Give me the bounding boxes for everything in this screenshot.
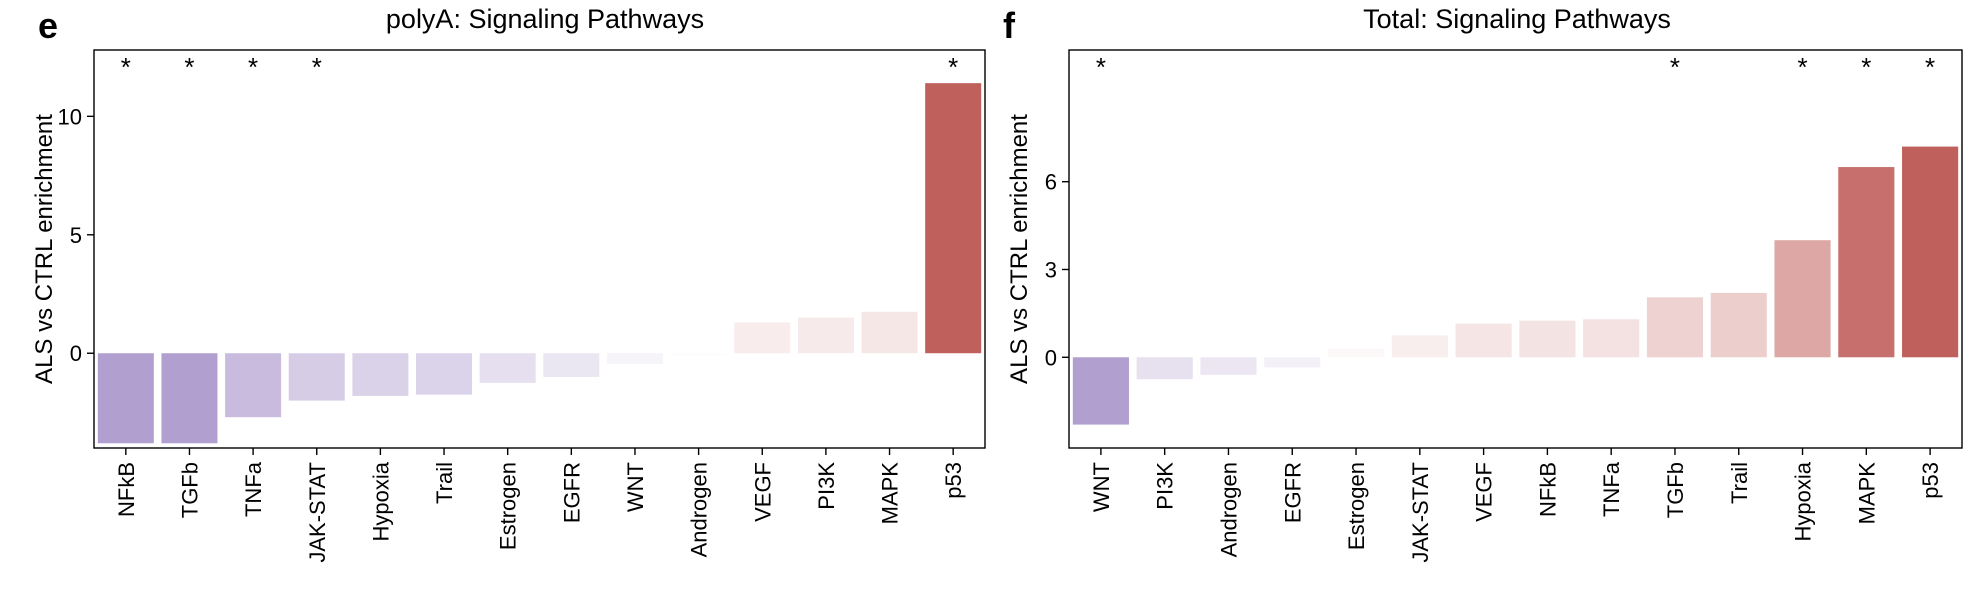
bar-WNT	[1072, 357, 1129, 425]
chart-title: polyA: Signaling Pathways	[386, 4, 704, 34]
panel-f: f Total: Signaling Pathways ALS vs CTRL en…	[1003, 4, 1963, 563]
x-tick-label: EGFR	[559, 462, 584, 523]
y-tick-label: 5	[70, 223, 82, 248]
panel-e: e polyA: Signaling Pathways ALS vs CTRL en…	[31, 4, 986, 563]
x-tick-label: PI3K	[814, 462, 839, 510]
bar-Hypoxia	[1774, 240, 1831, 358]
bar-Trail	[416, 353, 473, 395]
x-tick-label: TNFa	[241, 461, 266, 517]
bar-TGFb	[161, 353, 218, 444]
significance-star: *	[1096, 52, 1106, 82]
bar-Estrogen	[479, 353, 536, 383]
x-tick-label: p53	[941, 462, 966, 499]
significance-star: *	[948, 52, 958, 82]
x-tick-label: TGFb	[1663, 462, 1688, 518]
x-tick-label: PI3K	[1153, 462, 1178, 510]
chart-title: Total: Signaling Pathways	[1363, 4, 1671, 34]
bar-Hypoxia	[352, 353, 409, 396]
x-tick-label: TNFa	[1599, 461, 1624, 517]
x-tick-label: JAK-STAT	[1408, 462, 1433, 563]
panel-letter: e	[38, 5, 58, 46]
bar-TGFb	[1646, 297, 1704, 358]
x-tick-label: VEGF	[1472, 462, 1497, 522]
x-tick-label: MAPK	[1854, 462, 1879, 525]
significance-star: *	[1861, 52, 1871, 82]
x-tick-label: Estrogen	[1344, 462, 1369, 550]
bar-JAK-STAT	[288, 353, 345, 401]
bar-p53	[1902, 146, 1959, 358]
plot-frame	[93, 49, 986, 449]
bar-EGFR	[543, 353, 600, 377]
bar-JAK-STAT	[1391, 335, 1448, 358]
bar-Androgen	[670, 353, 727, 356]
x-tick-label: NFkB	[114, 462, 139, 517]
x-tick-label: Trail	[1727, 462, 1752, 504]
x-tick-label: Androgen	[687, 462, 712, 557]
bar-TNFa	[225, 353, 282, 418]
bar-NFkB	[1519, 320, 1576, 358]
x-tick-label: Trail	[432, 462, 457, 504]
bar-WNT	[606, 353, 663, 364]
bar-TNFa	[1583, 319, 1640, 358]
x-tick-label: VEGF	[750, 462, 775, 522]
y-tick-label: 0	[70, 341, 82, 366]
x-tick-label: EGFR	[1280, 462, 1305, 523]
significance-star: *	[184, 52, 194, 82]
y-tick-label: 0	[1045, 345, 1057, 370]
bar-EGFR	[1264, 357, 1321, 368]
x-tick-label: Estrogen	[496, 462, 521, 550]
bar-Trail	[1710, 292, 1767, 358]
x-tick-label: p53	[1918, 462, 1943, 499]
y-axis-label: ALS vs CTRL enrichment	[31, 114, 58, 384]
significance-star: *	[1670, 52, 1680, 82]
bar-VEGF	[1455, 323, 1512, 358]
y-tick-label: 10	[58, 104, 82, 129]
y-axis-label: ALS vs CTRL enrichment	[1006, 114, 1033, 384]
y-tick-label: 6	[1045, 170, 1057, 195]
x-tick-label: Hypoxia	[368, 461, 393, 541]
y-tick-label: 3	[1045, 257, 1057, 282]
bar-PI3K	[1136, 357, 1193, 380]
bar-NFkB	[97, 353, 154, 444]
panel-letter: f	[1003, 5, 1016, 46]
bar-Androgen	[1200, 357, 1257, 375]
bar-PI3K	[797, 317, 854, 354]
x-tick-label: MAPK	[878, 462, 903, 525]
bar-VEGF	[734, 322, 791, 354]
bar-MAPK	[861, 311, 918, 354]
x-tick-label: JAK-STAT	[305, 462, 330, 563]
bar-p53	[925, 83, 982, 354]
x-tick-label: WNT	[623, 462, 648, 512]
significance-star: *	[248, 52, 258, 82]
plot-frame	[1068, 49, 1963, 449]
significance-star: *	[1797, 52, 1807, 82]
bar-MAPK	[1838, 167, 1895, 358]
x-tick-label: Hypoxia	[1791, 461, 1816, 541]
x-tick-label: Androgen	[1216, 462, 1241, 557]
significance-star: *	[121, 52, 131, 82]
x-tick-label: WNT	[1089, 462, 1114, 512]
significance-star: *	[312, 52, 322, 82]
x-tick-label: NFkB	[1535, 462, 1560, 517]
significance-star: *	[1925, 52, 1935, 82]
bar-Estrogen	[1327, 348, 1385, 358]
x-tick-label: TGFb	[177, 462, 202, 518]
